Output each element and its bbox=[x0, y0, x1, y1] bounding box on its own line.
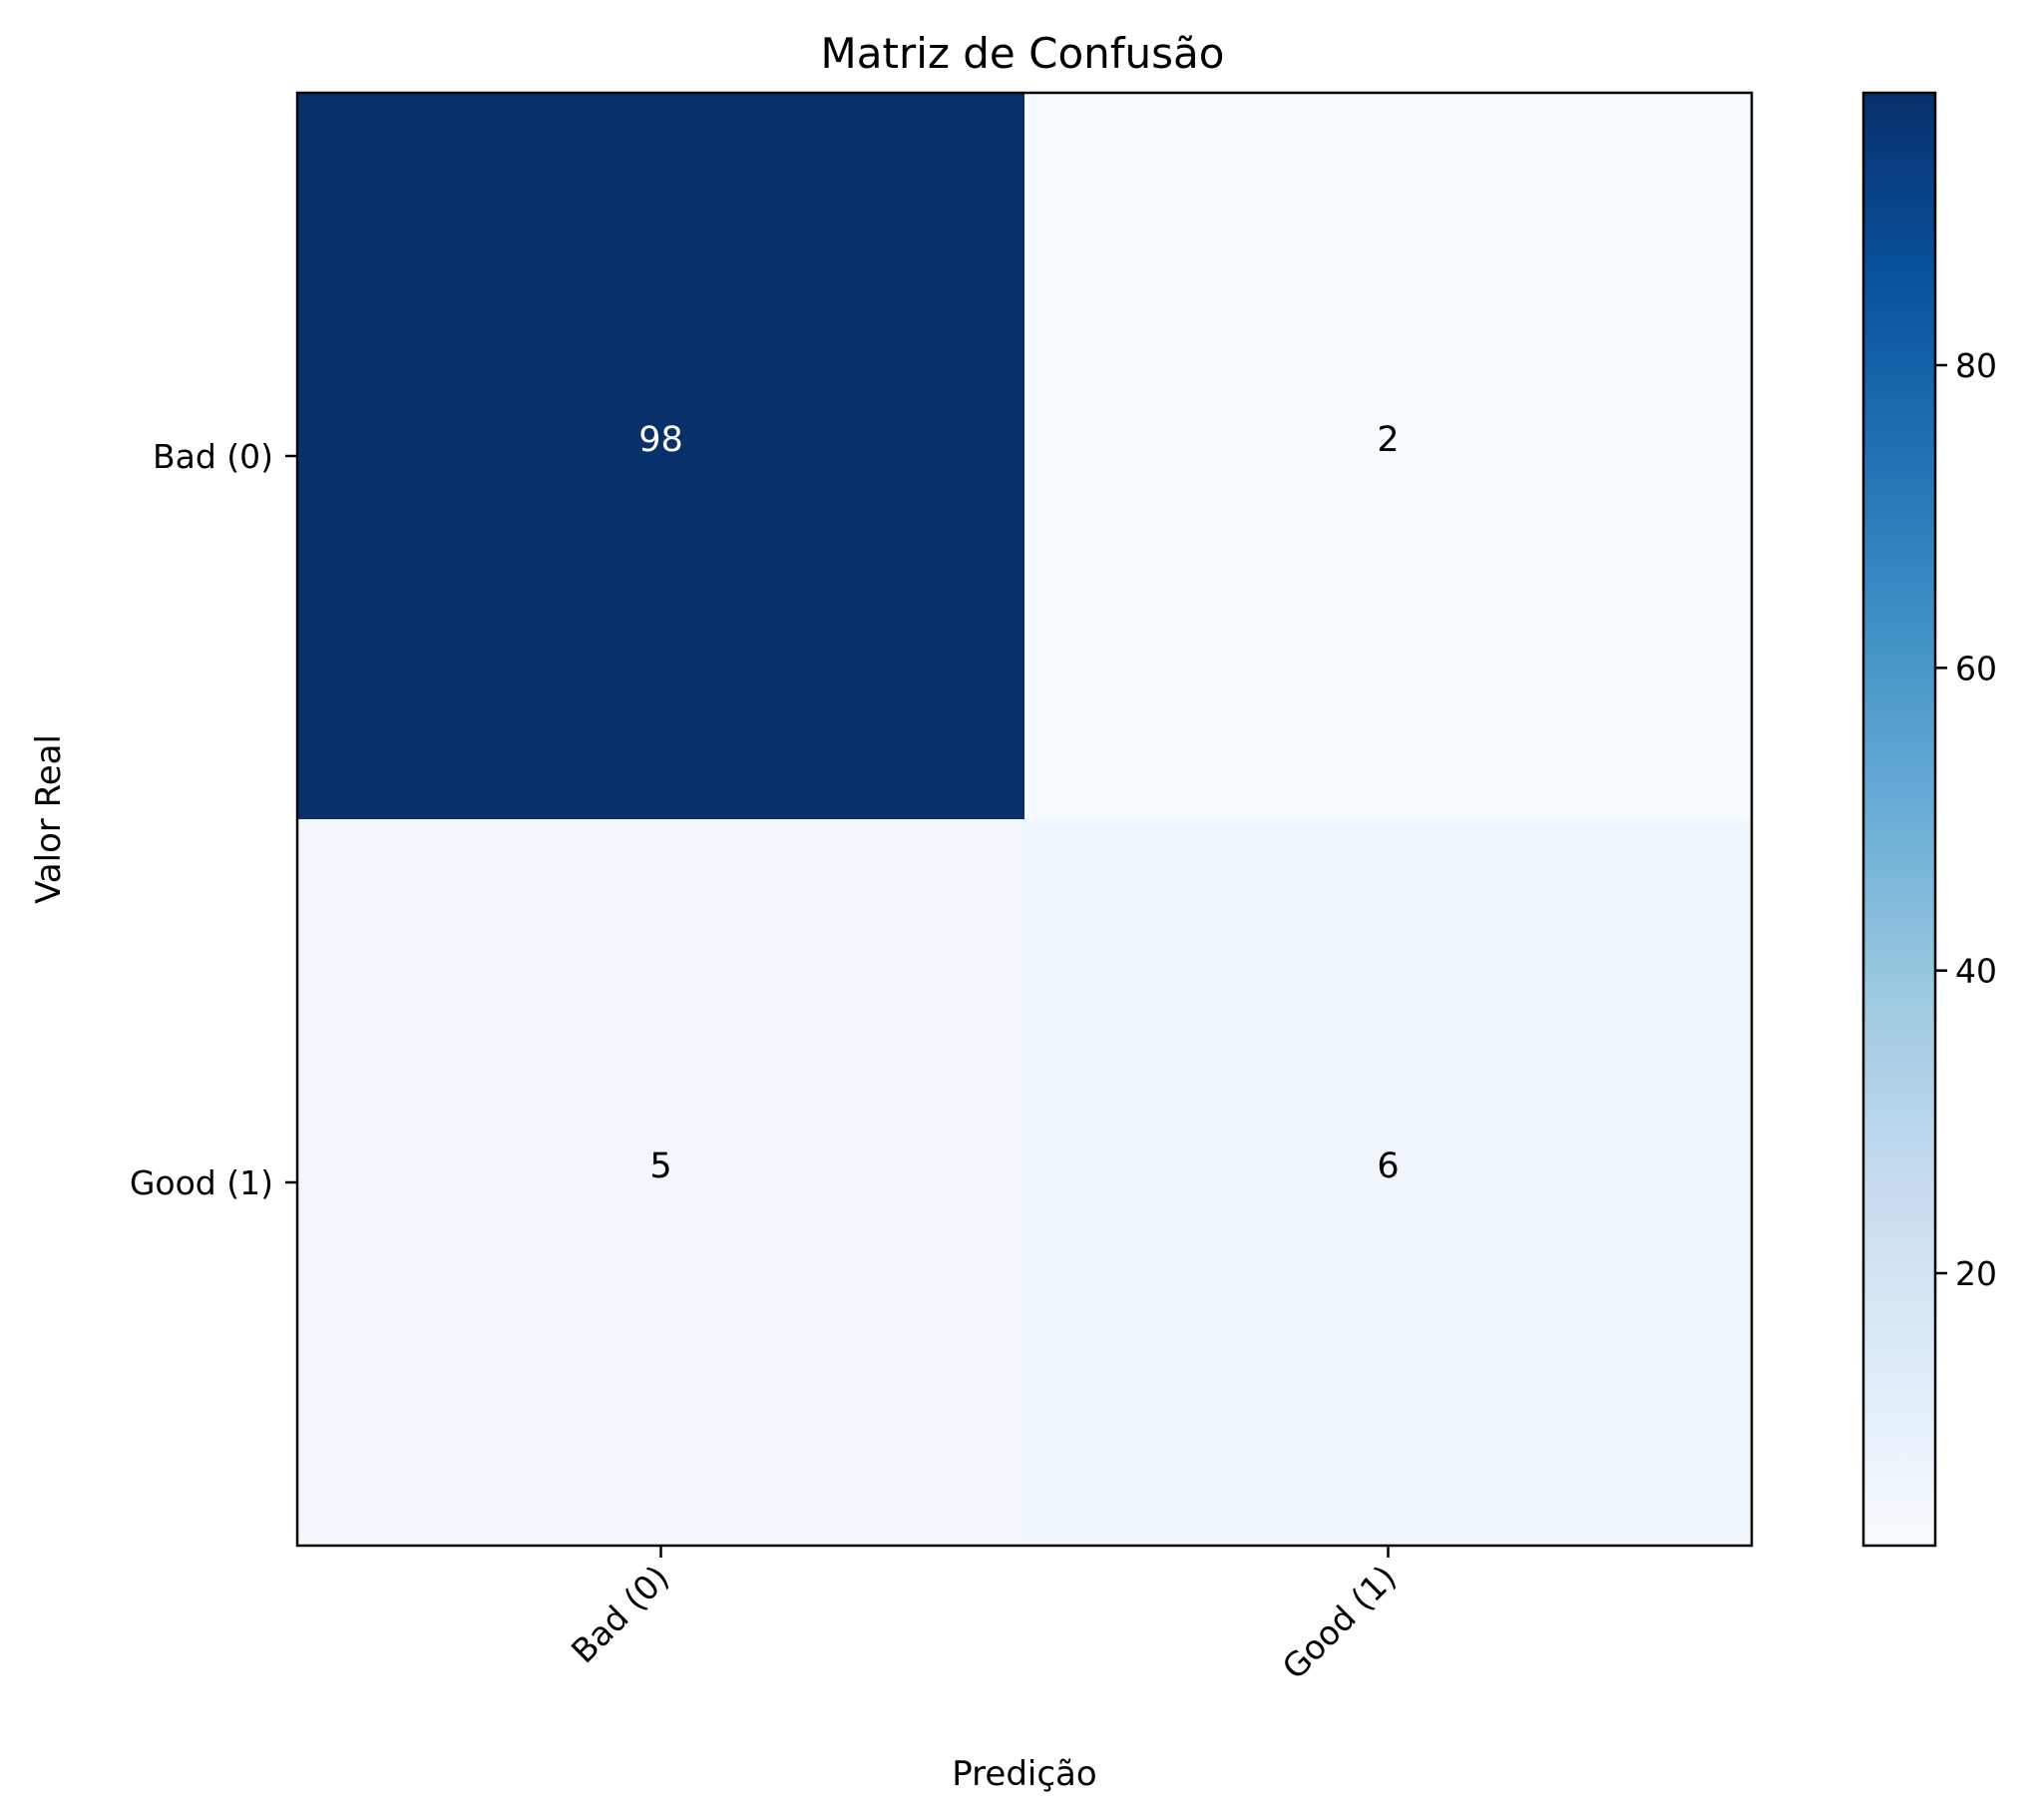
x-tick-label: Good (1) bbox=[1275, 1558, 1405, 1687]
cell-value-label: 6 bbox=[1377, 1146, 1399, 1186]
heatmap-cell bbox=[297, 819, 1025, 1547]
chart-title: Matriz de Confusão bbox=[821, 29, 1225, 78]
plot-frame bbox=[295, 91, 1754, 1548]
y-axis-ticks: Bad (0) Good (1) bbox=[130, 437, 297, 1202]
colorbar-tick-label: 60 bbox=[1955, 649, 1997, 687]
y-tick-label: Good (1) bbox=[130, 1163, 273, 1202]
colorbar-gradient bbox=[1861, 91, 1937, 1548]
x-axis-label: Predição bbox=[952, 1754, 1096, 1794]
cell-value-label: 2 bbox=[1377, 420, 1399, 460]
colorbar-tick-label: 40 bbox=[1955, 952, 1997, 991]
colorbar-tick-label: 80 bbox=[1955, 346, 1997, 385]
cell-value-label: 98 bbox=[638, 420, 683, 460]
colorbar-ticks: 20 40 60 80 bbox=[1935, 346, 1997, 1293]
y-tick-label: Bad (0) bbox=[153, 437, 273, 476]
x-tick-label: Bad (0) bbox=[564, 1558, 676, 1670]
colorbar-tick-label: 20 bbox=[1955, 1254, 1997, 1293]
colorbar: 20 40 60 80 bbox=[1861, 91, 1997, 1548]
heatmap-cell bbox=[297, 93, 1025, 820]
cell-value-labels: 98 2 5 6 bbox=[638, 420, 1399, 1186]
x-axis-ticks: Bad (0) Good (1) bbox=[564, 1546, 1404, 1687]
cell-value-label: 5 bbox=[649, 1146, 671, 1186]
heatmap-cell bbox=[1024, 819, 1753, 1547]
heatmap-cell bbox=[1024, 93, 1753, 820]
y-axis-label: Valor Real bbox=[29, 734, 69, 904]
heatmap-cells bbox=[297, 93, 1753, 1547]
